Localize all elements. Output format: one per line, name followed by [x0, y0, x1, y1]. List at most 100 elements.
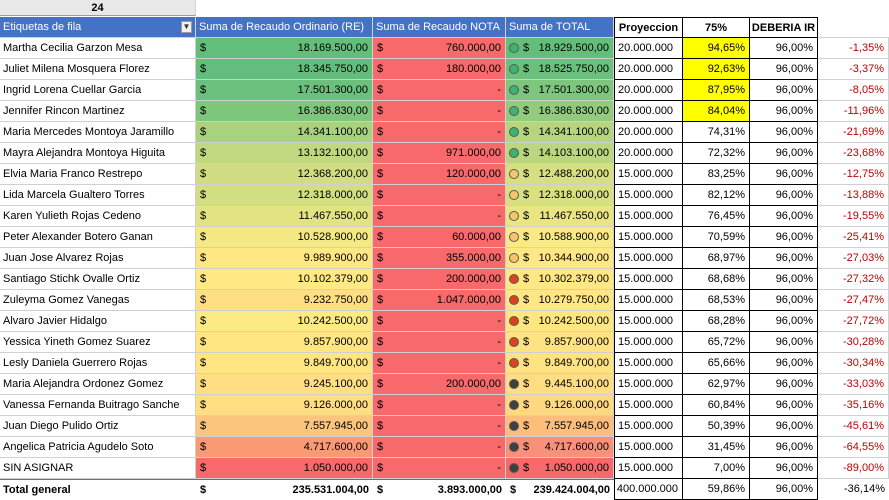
deberia-cell[interactable]: 96,00%	[750, 416, 818, 437]
diff-cell[interactable]: -19,55%	[818, 206, 889, 227]
total-cell[interactable]: $11.467.550,00	[506, 206, 614, 227]
row-label[interactable]: Maria Mercedes Montoya Jaramillo	[0, 122, 196, 143]
ordinario-cell[interactable]: $9.989.900,00	[196, 248, 373, 269]
ordinario-cell[interactable]: $1.050.000,00	[196, 458, 373, 479]
row-label[interactable]: Vanessa Fernanda Buitrago Sanche	[0, 395, 196, 416]
total-cell[interactable]: $17.501.300,00	[506, 80, 614, 101]
total-cell[interactable]: $18.525.750,00	[506, 59, 614, 80]
proyeccion-cell[interactable]: 15.000.000	[614, 227, 683, 248]
deberia-cell[interactable]: 96,00%	[750, 332, 818, 353]
pct-cell[interactable]: 83,25%	[683, 164, 750, 185]
diff-cell[interactable]: -27,32%	[818, 269, 889, 290]
nota-cell[interactable]: $ -	[373, 416, 506, 437]
diff-cell[interactable]: -45,61%	[818, 416, 889, 437]
total-cell[interactable]: $9.126.000,00	[506, 395, 614, 416]
nota-cell[interactable]: $ -	[373, 395, 506, 416]
ordinario-cell[interactable]: $7.557.945,00	[196, 416, 373, 437]
proyeccion-cell[interactable]: 15.000.000	[614, 374, 683, 395]
row-label[interactable]: Ingrid Lorena Cuellar Garcia	[0, 80, 196, 101]
pct-cell[interactable]: 72,32%	[683, 143, 750, 164]
total-cell[interactable]: $9.445.100,00	[506, 374, 614, 395]
pct-cell[interactable]: 60,84%	[683, 395, 750, 416]
diff-cell[interactable]: -33,03%	[818, 374, 889, 395]
proyeccion-cell[interactable]: 15.000.000	[614, 269, 683, 290]
diff-cell[interactable]: -27,03%	[818, 248, 889, 269]
row-label[interactable]: Juliet Milena Mosquera Florez	[0, 59, 196, 80]
total-nota-cell[interactable]: $3.893.000,00	[373, 479, 506, 500]
nota-cell[interactable]: $200.000,00	[373, 374, 506, 395]
row-label[interactable]: Mayra Alejandra Montoya Higuita	[0, 143, 196, 164]
row-label[interactable]: Yessica Yineth Gomez Suarez	[0, 332, 196, 353]
deberia-cell[interactable]: 96,00%	[750, 206, 818, 227]
ordinario-cell[interactable]: $16.386.830,00	[196, 101, 373, 122]
pct-cell[interactable]: 31,45%	[683, 437, 750, 458]
proyeccion-cell[interactable]: 15.000.000	[614, 164, 683, 185]
diff-cell[interactable]: -35,16%	[818, 395, 889, 416]
diff-cell[interactable]: -89,00%	[818, 458, 889, 479]
nota-cell[interactable]: $ -	[373, 185, 506, 206]
proyeccion-cell[interactable]: 20.000.000	[614, 101, 683, 122]
nota-cell[interactable]: $760.000,00	[373, 38, 506, 59]
pct-cell[interactable]: 68,28%	[683, 311, 750, 332]
row-label[interactable]: Peter Alexander Botero Ganan	[0, 227, 196, 248]
pct-cell[interactable]: 68,53%	[683, 290, 750, 311]
proyeccion-cell[interactable]: 15.000.000	[614, 248, 683, 269]
deberia-cell[interactable]: 96,00%	[750, 227, 818, 248]
pct-cell[interactable]: 76,45%	[683, 206, 750, 227]
ordinario-cell[interactable]: $10.528.900,00	[196, 227, 373, 248]
proyeccion-cell[interactable]: 15.000.000	[614, 290, 683, 311]
ordinario-cell[interactable]: $9.126.000,00	[196, 395, 373, 416]
pct-cell[interactable]: 70,59%	[683, 227, 750, 248]
total-cell[interactable]: $9.857.900,00	[506, 332, 614, 353]
deberia-cell[interactable]: 96,00%	[750, 38, 818, 59]
proyeccion-cell[interactable]: 20.000.000	[614, 80, 683, 101]
diff-cell[interactable]: -27,47%	[818, 290, 889, 311]
total-deberia-cell[interactable]: 96,00%	[750, 479, 818, 500]
diff-cell[interactable]: -30,34%	[818, 353, 889, 374]
nota-header[interactable]: Suma de Recaudo NOTA	[373, 17, 506, 38]
nota-cell[interactable]: $ -	[373, 437, 506, 458]
row-label[interactable]: Alvaro Javier Hidalgo	[0, 311, 196, 332]
ordinario-cell[interactable]: $13.132.100,00	[196, 143, 373, 164]
pct-cell[interactable]: 74,31%	[683, 122, 750, 143]
pct-cell[interactable]: 62,97%	[683, 374, 750, 395]
total-cell[interactable]: $16.386.830,00	[506, 101, 614, 122]
ordinario-cell[interactable]: $12.368.200,00	[196, 164, 373, 185]
total-diff-cell[interactable]: -36,14%	[818, 479, 889, 500]
pct-cell[interactable]: 92,63%	[683, 59, 750, 80]
ordinario-cell[interactable]: $10.102.379,00	[196, 269, 373, 290]
proyeccion-cell[interactable]: 15.000.000	[614, 311, 683, 332]
total-cell[interactable]: $10.242.500,00	[506, 311, 614, 332]
nota-cell[interactable]: $ -	[373, 458, 506, 479]
deberia-cell[interactable]: 96,00%	[750, 353, 818, 374]
total-cell[interactable]: $14.341.100,00	[506, 122, 614, 143]
nota-cell[interactable]: $200.000,00	[373, 269, 506, 290]
proyeccion-cell[interactable]: 15.000.000	[614, 353, 683, 374]
nota-cell[interactable]: $180.000,00	[373, 59, 506, 80]
deberia-cell[interactable]: 96,00%	[750, 101, 818, 122]
proyeccion-cell[interactable]: 20.000.000	[614, 143, 683, 164]
row-label[interactable]: Juan Diego Pulido Ortiz	[0, 416, 196, 437]
row-label[interactable]: Angelica Patricia Agudelo Soto	[0, 437, 196, 458]
total-cell[interactable]: $12.488.200,00	[506, 164, 614, 185]
row-label[interactable]: SIN ASIGNAR	[0, 458, 196, 479]
row-label[interactable]: Lesly Daniela Guerrero Rojas	[0, 353, 196, 374]
ordinario-cell[interactable]: $17.501.300,00	[196, 80, 373, 101]
total-cell[interactable]: $14.103.100,00	[506, 143, 614, 164]
pct-cell[interactable]: 65,66%	[683, 353, 750, 374]
ordinario-header[interactable]: Suma de Recaudo Ordinario (RE)	[196, 17, 373, 38]
deberia-cell[interactable]: 96,00%	[750, 458, 818, 479]
pct-cell[interactable]: 7,00%	[683, 458, 750, 479]
row-label[interactable]: Maria Alejandra Ordonez Gomez	[0, 374, 196, 395]
nota-cell[interactable]: $ -	[373, 311, 506, 332]
nota-cell[interactable]: $ -	[373, 80, 506, 101]
pct-cell[interactable]: 68,97%	[683, 248, 750, 269]
row-label[interactable]: Santiago Stichk Ovalle Ortiz	[0, 269, 196, 290]
proyeccion-cell[interactable]: 20.000.000	[614, 122, 683, 143]
row-label[interactable]: Zuleyma Gomez Vanegas	[0, 290, 196, 311]
nota-cell[interactable]: $60.000,00	[373, 227, 506, 248]
diff-cell[interactable]: -64,55%	[818, 437, 889, 458]
total-cell[interactable]: $7.557.945,00	[506, 416, 614, 437]
ordinario-cell[interactable]: $9.857.900,00	[196, 332, 373, 353]
total-header[interactable]: Suma de TOTAL	[506, 17, 614, 38]
